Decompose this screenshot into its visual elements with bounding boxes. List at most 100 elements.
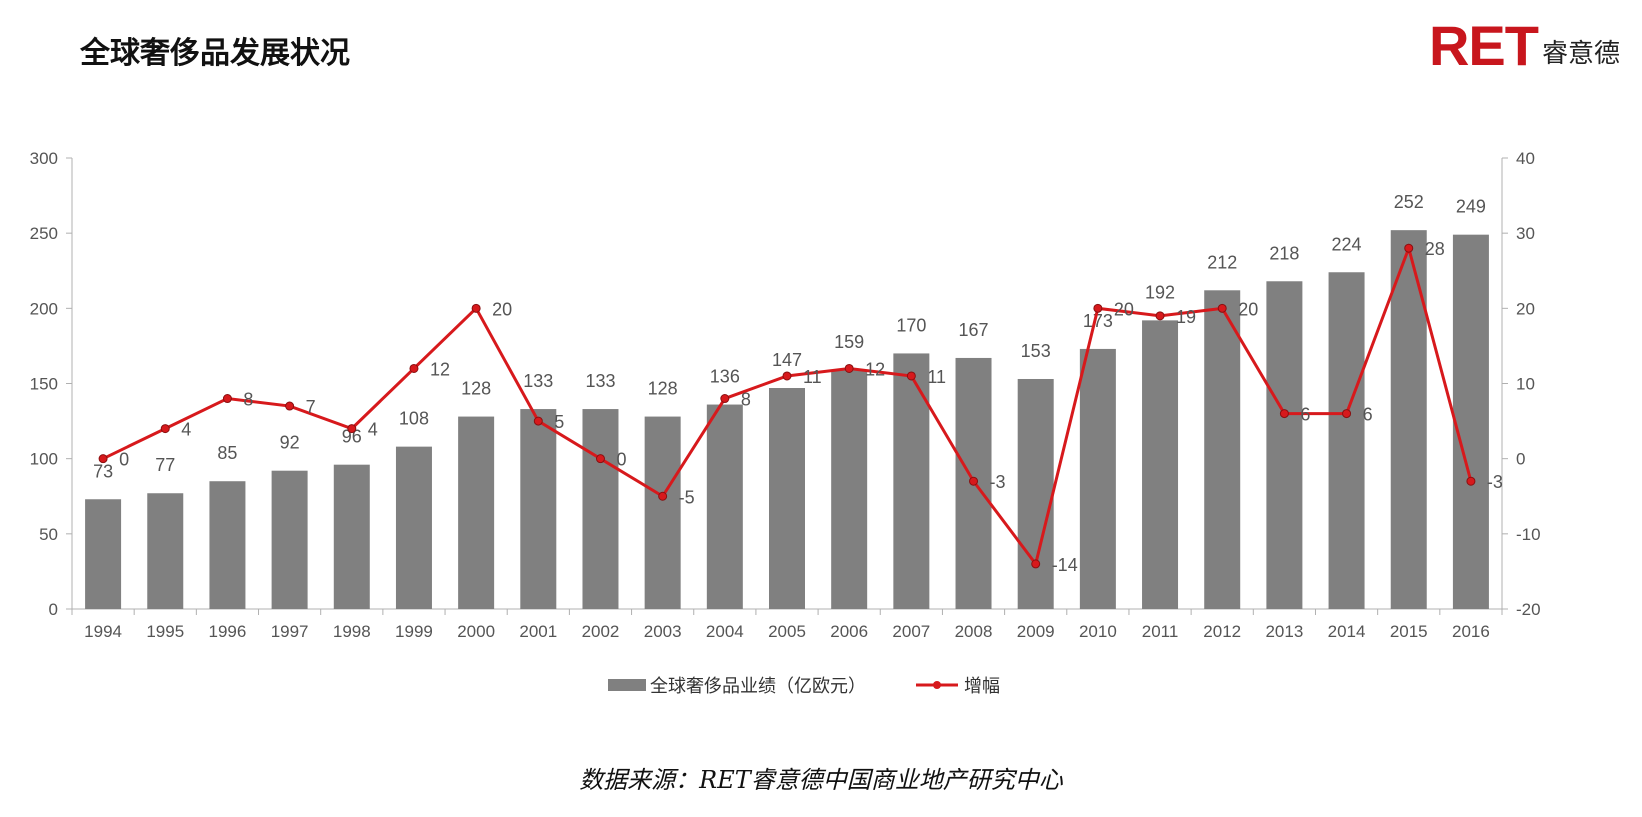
- x-tick-label: 2006: [830, 622, 868, 641]
- left-tick-label: 150: [30, 375, 58, 394]
- growth-value-label: 4: [181, 420, 191, 440]
- growth-point: [222, 394, 232, 404]
- left-tick-label: 250: [30, 224, 58, 243]
- x-tick-label: 2002: [582, 622, 620, 641]
- growth-value-label: 28: [1425, 239, 1445, 259]
- bar-value-label: 212: [1207, 252, 1237, 272]
- x-tick-label: 2013: [1265, 622, 1303, 641]
- bar-value-label: 128: [648, 379, 678, 399]
- x-tick-label: 2005: [768, 622, 806, 641]
- growth-point: [533, 416, 543, 426]
- bar: [1266, 281, 1303, 609]
- bar: [85, 499, 122, 609]
- ret-logo: RET 睿意德: [1429, 18, 1620, 74]
- growth-point: [1217, 303, 1227, 313]
- bar-value-label: 173: [1083, 311, 1113, 331]
- bar: [1328, 272, 1365, 609]
- growth-point: [720, 394, 730, 404]
- growth-point: [347, 424, 357, 434]
- bar-value-label: 77: [155, 455, 175, 475]
- legend-line-label: 增幅: [964, 676, 1000, 696]
- bar: [333, 464, 370, 609]
- left-tick-label: 0: [49, 600, 58, 619]
- x-tick-label: 2000: [457, 622, 495, 641]
- page-title: 全球奢侈品发展状况: [80, 36, 350, 71]
- bar-value-label: 128: [461, 379, 491, 399]
- x-tick-label: 2011: [1142, 622, 1179, 641]
- growth-value-label: 20: [1238, 299, 1258, 319]
- growth-point: [658, 491, 668, 501]
- growth-value-label: -3: [990, 472, 1006, 492]
- x-tick-label: 1996: [209, 622, 247, 641]
- growth-point: [1342, 409, 1352, 419]
- bar: [458, 416, 495, 609]
- bar: [147, 493, 184, 609]
- bar-value-label: 133: [585, 371, 615, 391]
- growth-point: [160, 424, 170, 434]
- growth-value-label: 20: [492, 299, 512, 319]
- bar-value-label: 224: [1332, 234, 1362, 254]
- bar: [1390, 230, 1427, 609]
- right-tick-label: 40: [1516, 149, 1535, 168]
- x-tick-label: 2001: [519, 622, 557, 641]
- growth-point: [969, 476, 979, 486]
- growth-value-label: 12: [865, 359, 885, 379]
- left-tick-label: 200: [30, 299, 58, 318]
- growth-value-label: 6: [1363, 405, 1373, 425]
- bar-value-label: 96: [342, 427, 362, 447]
- bar-value-label: 108: [399, 409, 429, 429]
- growth-point: [98, 454, 108, 464]
- x-tick-label: 2016: [1452, 622, 1490, 641]
- x-tick-label: 2008: [955, 622, 993, 641]
- bar: [1142, 320, 1179, 609]
- left-tick-label: 100: [30, 450, 58, 469]
- bar-value-label: 252: [1394, 192, 1424, 212]
- bar-value-label: 92: [280, 433, 300, 453]
- growth-point: [471, 303, 481, 313]
- growth-point: [409, 363, 419, 373]
- bar: [1017, 378, 1054, 609]
- growth-point: [1404, 243, 1414, 253]
- bar: [644, 416, 681, 609]
- bar-value-label: 133: [523, 371, 553, 391]
- right-tick-label: 30: [1516, 224, 1535, 243]
- growth-value-label: 4: [368, 420, 378, 440]
- right-tick-label: -10: [1516, 525, 1541, 544]
- growth-value-label: 12: [430, 359, 450, 379]
- bar-value-label: 249: [1456, 197, 1486, 217]
- bar-value-label: 85: [217, 443, 237, 463]
- bar-value-label: 73: [93, 461, 113, 481]
- growth-value-label: -14: [1052, 555, 1078, 575]
- bar-value-label: 136: [710, 367, 740, 387]
- growth-value-label: 5: [554, 412, 564, 432]
- bar-value-label: 159: [834, 332, 864, 352]
- growth-value-label: -5: [679, 487, 695, 507]
- x-tick-label: 2015: [1390, 622, 1428, 641]
- growth-value-label: -3: [1487, 472, 1503, 492]
- logo-text: 睿意德: [1541, 39, 1620, 69]
- growth-point: [844, 363, 854, 373]
- growth-point: [1466, 476, 1476, 486]
- legend-bar-swatch: [608, 679, 646, 691]
- bar: [893, 353, 930, 609]
- growth-value-label: 20: [1114, 299, 1134, 319]
- bar: [1079, 348, 1116, 609]
- x-tick-label: 1995: [146, 622, 184, 641]
- legend-bar-label: 全球奢侈品业绩（亿欧元）: [650, 676, 866, 696]
- growth-point: [1279, 409, 1289, 419]
- bar-value-label: 218: [1269, 243, 1299, 263]
- growth-value-label: 8: [741, 390, 751, 410]
- x-tick-label: 1994: [84, 622, 122, 641]
- growth-value-label: 19: [1176, 307, 1196, 327]
- growth-value-label: 11: [927, 367, 946, 387]
- x-tick-label: 2003: [644, 622, 682, 641]
- x-tick-label: 1999: [395, 622, 433, 641]
- growth-value-label: 0: [119, 450, 129, 470]
- x-tick-label: 1997: [271, 622, 309, 641]
- bar: [706, 404, 743, 609]
- bar: [582, 409, 619, 609]
- left-tick-label: 300: [30, 149, 58, 168]
- bar-value-label: 192: [1145, 282, 1175, 302]
- growth-point: [906, 371, 916, 381]
